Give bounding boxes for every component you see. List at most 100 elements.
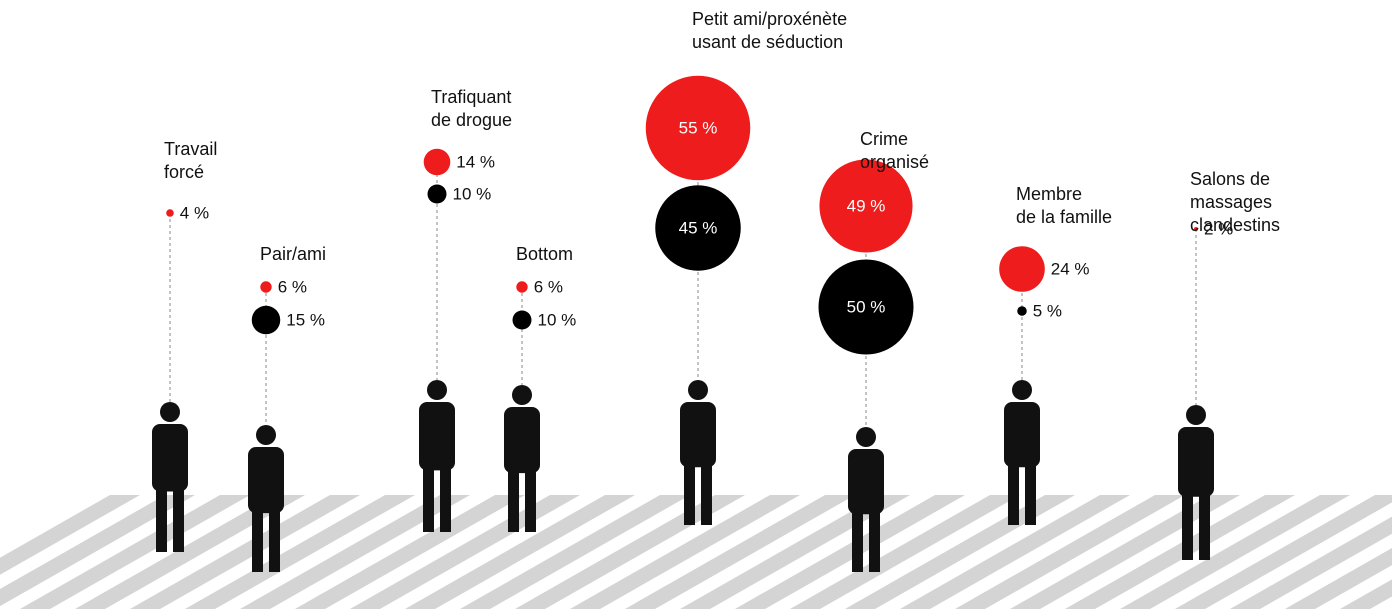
category-label: Trafiquant de drogue <box>431 87 513 130</box>
stripe <box>405 495 635 609</box>
bubble <box>999 246 1045 292</box>
torso <box>152 424 188 492</box>
stripe <box>0 495 140 575</box>
bubble <box>1194 227 1198 231</box>
category-label: Crime organisé <box>860 129 930 172</box>
head <box>512 385 532 405</box>
torso <box>1178 427 1214 497</box>
value-label: 6 % <box>534 277 563 296</box>
person-silhouette <box>1004 380 1040 525</box>
stripe <box>955 495 1185 609</box>
leg <box>525 468 536 532</box>
bubble <box>427 184 447 204</box>
stripe <box>460 495 690 609</box>
bubble <box>1017 306 1027 316</box>
value-label: 14 % <box>456 152 495 171</box>
torso <box>248 447 284 514</box>
bubble <box>819 159 913 253</box>
leg <box>852 509 863 572</box>
value-label: 15 % <box>286 310 325 329</box>
head <box>427 380 447 400</box>
stripe <box>130 495 360 609</box>
person-silhouette <box>680 380 716 525</box>
bubble <box>516 281 528 293</box>
stripe <box>0 495 195 607</box>
head <box>1012 380 1032 400</box>
head <box>1186 405 1206 425</box>
leg <box>269 508 280 572</box>
category-label: Bottom <box>516 244 574 264</box>
leg <box>156 487 167 552</box>
stripe <box>900 495 1130 609</box>
bubble <box>818 259 914 355</box>
person-silhouette <box>152 402 188 552</box>
leg <box>1182 492 1193 560</box>
stripe <box>295 495 525 609</box>
stripe <box>1175 495 1392 609</box>
value-label: 5 % <box>1033 301 1062 320</box>
stripe <box>350 495 580 609</box>
leg <box>252 508 263 572</box>
category-label: Travail forcé <box>164 139 218 182</box>
person-silhouette <box>848 427 884 572</box>
value-label: 10 % <box>453 184 492 203</box>
leg <box>423 465 434 532</box>
value-label: 4 % <box>180 203 209 222</box>
bubble <box>645 75 751 181</box>
stripe <box>625 495 855 609</box>
leg <box>173 487 184 552</box>
torso <box>680 402 716 468</box>
stripe <box>240 495 470 609</box>
stripe <box>1065 495 1295 609</box>
stripe <box>570 495 800 609</box>
bubble <box>260 281 272 293</box>
leg <box>701 462 712 525</box>
head <box>256 425 276 445</box>
category-label: Salons de massages clandestins <box>1190 169 1281 235</box>
leg <box>440 465 451 532</box>
torso <box>1004 402 1040 468</box>
bubble <box>166 209 174 217</box>
value-label: 24 % <box>1051 259 1090 278</box>
torso <box>504 407 540 474</box>
bubble <box>251 305 281 335</box>
torso <box>419 402 455 471</box>
value-label: 55 % <box>679 118 718 137</box>
category-label: Pair/ami <box>260 244 327 264</box>
value-label: 10 % <box>538 310 577 329</box>
value-label: 45 % <box>679 218 718 237</box>
value-label: 2 % <box>1204 219 1233 238</box>
category-label: Petit ami/proxénète usant de séduction <box>692 9 848 52</box>
stripe <box>735 495 965 609</box>
person-silhouette <box>1178 405 1214 560</box>
leg <box>1008 462 1019 525</box>
value-label: 49 % <box>847 196 886 215</box>
bubble <box>655 185 741 271</box>
head <box>856 427 876 447</box>
leg <box>684 462 695 525</box>
value-label: 50 % <box>847 297 886 316</box>
person-silhouette <box>248 425 284 572</box>
stripe <box>185 495 415 609</box>
stripe <box>790 495 1020 609</box>
stripe <box>75 495 305 609</box>
stripe <box>20 495 250 609</box>
stripe <box>1285 548 1392 609</box>
value-label: 6 % <box>278 277 307 296</box>
bubble <box>423 148 451 176</box>
stripe <box>1120 495 1350 609</box>
category-label: Membre de la famille <box>1016 184 1113 227</box>
bubble <box>512 310 532 330</box>
leg <box>1025 462 1036 525</box>
stripe <box>1340 579 1392 609</box>
stripe <box>1230 516 1392 609</box>
person-silhouette <box>504 385 540 532</box>
leg <box>508 468 519 532</box>
head <box>160 402 180 422</box>
person-silhouette <box>419 380 455 532</box>
leg <box>869 509 880 572</box>
torso <box>848 449 884 515</box>
leg <box>1199 492 1210 560</box>
